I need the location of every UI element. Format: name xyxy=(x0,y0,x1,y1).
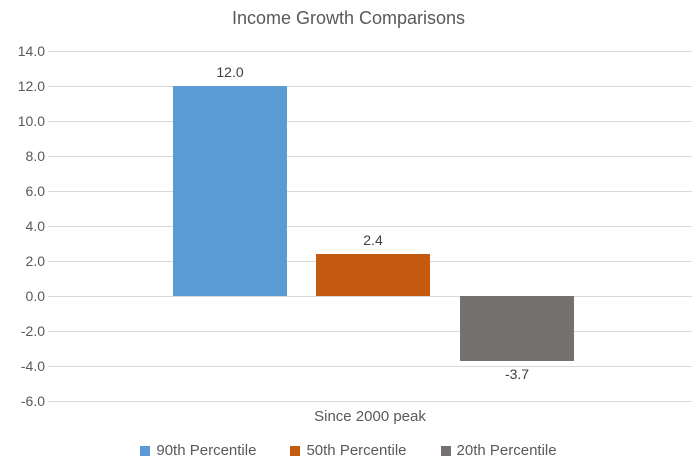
bar-50th-percentile xyxy=(316,254,430,296)
y-axis-tick-label: -6.0 xyxy=(20,393,45,409)
gridline xyxy=(48,156,692,157)
legend-item-50th-percentile: 50th Percentile xyxy=(290,442,407,459)
y-axis-tick-label: 14.0 xyxy=(17,43,45,59)
legend-item-90th-percentile: 90th Percentile xyxy=(140,442,256,459)
y-axis-tick-label: 12.0 xyxy=(17,78,45,94)
gridline xyxy=(48,366,692,367)
y-axis-tick-label: 6.0 xyxy=(25,183,45,199)
x-axis-category-label: Since 2000 peak xyxy=(314,408,426,425)
legend-marker-icon xyxy=(140,445,151,456)
y-axis-tick-label: 0.0 xyxy=(25,288,45,304)
y-axis-tick-label: 8.0 xyxy=(25,148,45,164)
gridline xyxy=(48,226,692,227)
y-axis-tick-label: 4.0 xyxy=(25,218,45,234)
legend: 90th Percentile 50th Percentile 20th Perce… xyxy=(0,442,697,459)
bar-20th-percentile xyxy=(460,296,574,361)
legend-marker-icon xyxy=(290,445,301,456)
gridline xyxy=(48,121,692,122)
gridline xyxy=(48,51,692,52)
data-label-50th-percentile: 2.4 xyxy=(363,232,383,248)
gridline xyxy=(48,331,692,332)
legend-label: 50th Percentile xyxy=(306,442,407,459)
y-axis-tick-label: -2.0 xyxy=(20,323,45,339)
y-axis-tick-label: 2.0 xyxy=(25,253,45,269)
data-label-90th-percentile: 12.0 xyxy=(216,64,244,80)
legend-item-20th-percentile: 20th Percentile xyxy=(440,442,557,459)
gridline xyxy=(48,86,692,87)
bar-90th-percentile xyxy=(173,86,287,296)
legend-marker-icon xyxy=(440,445,451,456)
y-axis-tick-label: -4.0 xyxy=(20,358,45,374)
data-label-20th-percentile: -3.7 xyxy=(504,366,530,382)
gridline xyxy=(48,401,692,402)
zero-gridline xyxy=(48,296,692,297)
gridline xyxy=(48,191,692,192)
chart-title: Income Growth Comparisons xyxy=(231,8,466,28)
y-axis-tick-label: 10.0 xyxy=(17,113,45,129)
legend-label: 20th Percentile xyxy=(456,442,557,459)
legend-label: 90th Percentile xyxy=(156,442,257,459)
